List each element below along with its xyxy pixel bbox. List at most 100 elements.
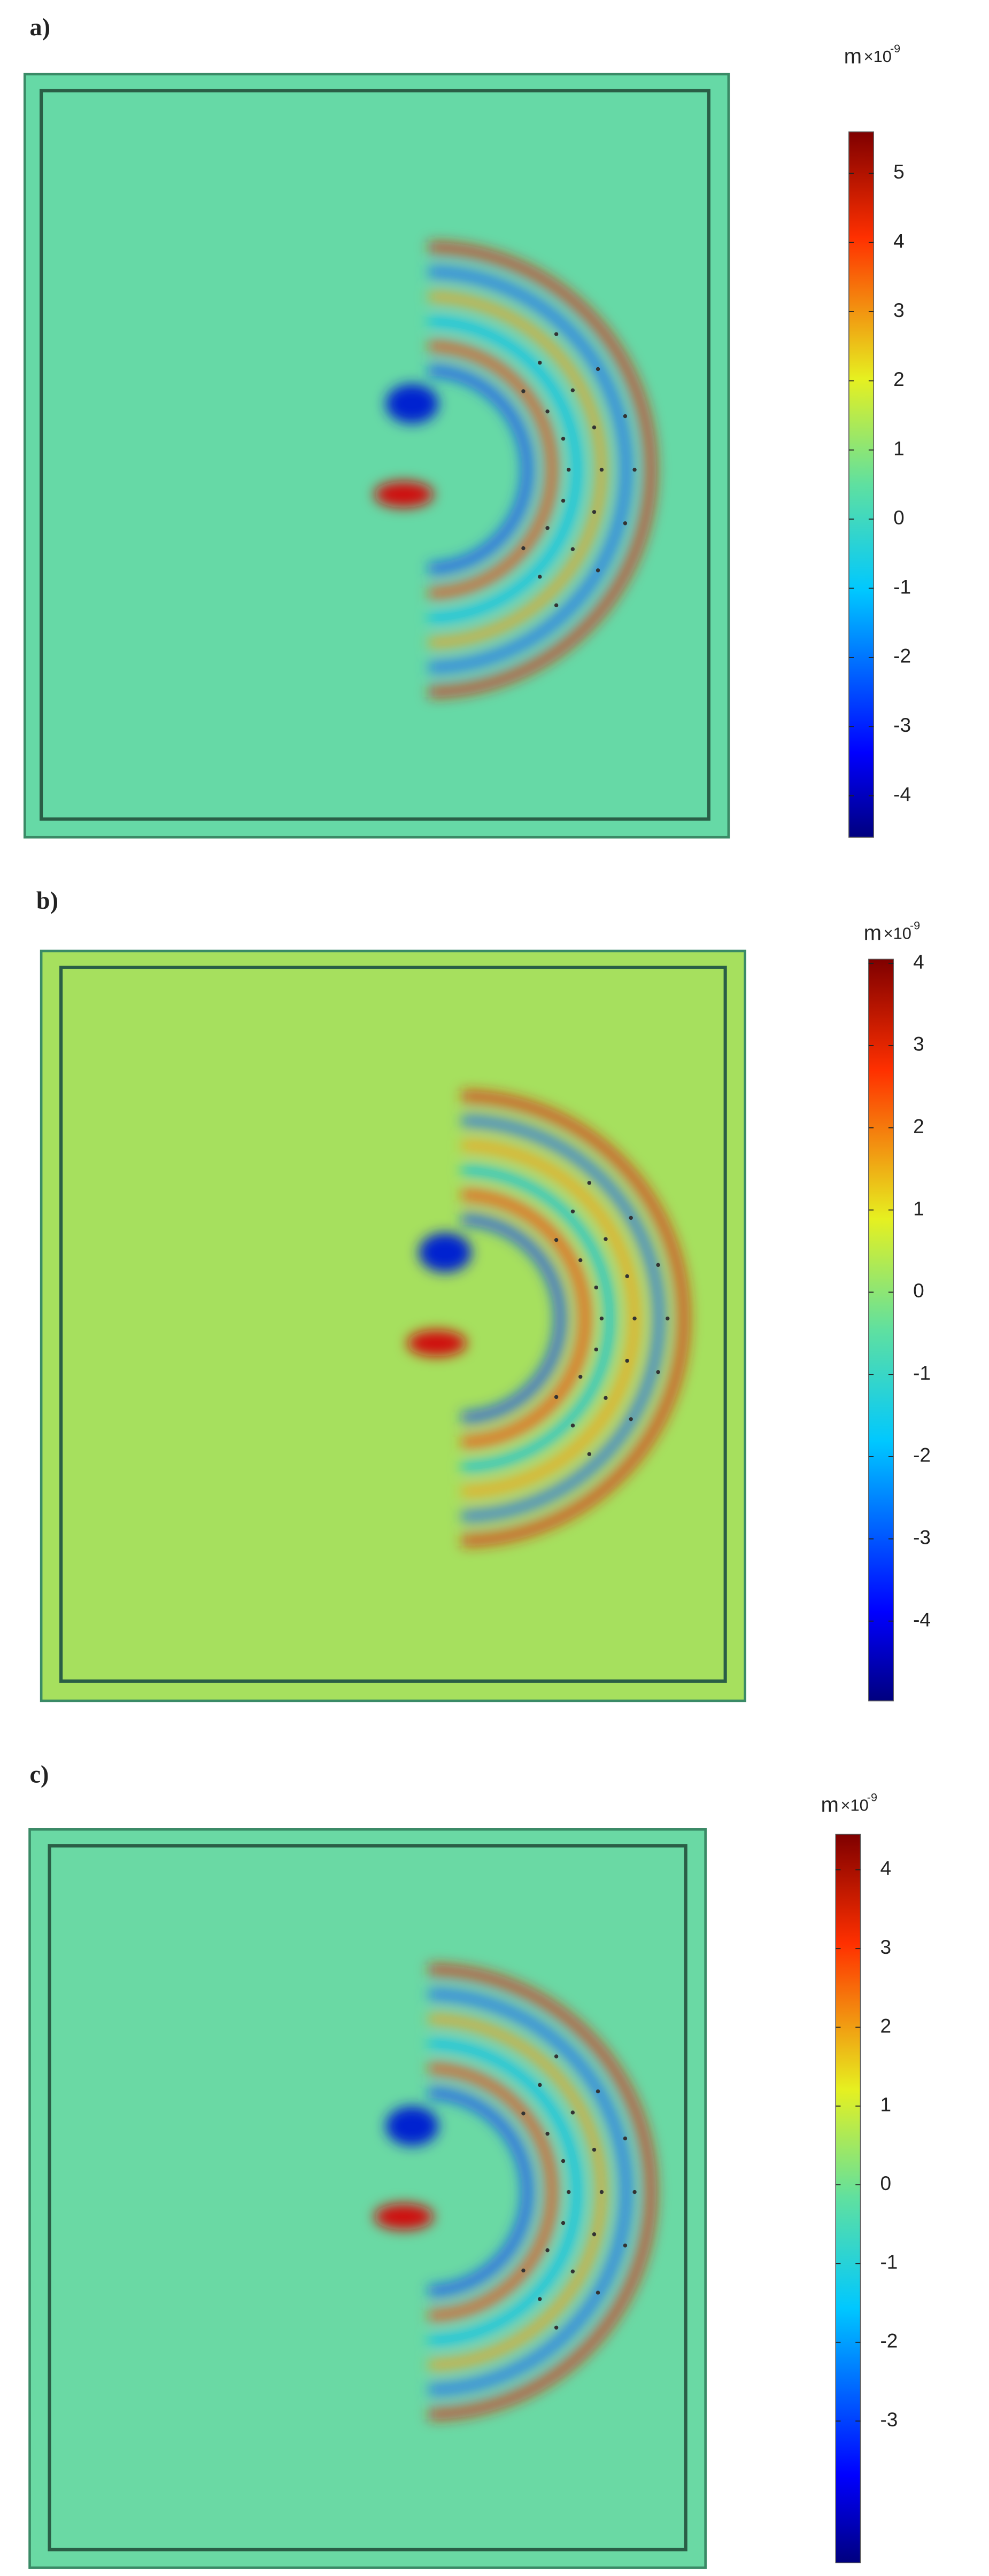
colorbar-tick-label: -3 xyxy=(913,1527,931,1549)
panel-label: a) xyxy=(30,14,51,41)
sensor-dot xyxy=(521,546,526,551)
sensor-dot xyxy=(561,499,566,503)
sensor-dot xyxy=(587,1181,591,1185)
colorbar-tick-label: -2 xyxy=(913,1444,931,1466)
sensor-dot xyxy=(632,468,637,472)
field-frame xyxy=(28,1828,707,2569)
panel-label: b) xyxy=(36,887,58,915)
colorbar-tick-label: -2 xyxy=(893,645,911,667)
wave-arc xyxy=(428,315,583,624)
sensor-dot xyxy=(545,2131,550,2136)
colorbar-tick-label: 2 xyxy=(893,368,905,390)
sensor-dot xyxy=(545,526,550,530)
wave-arc xyxy=(461,1213,567,1424)
wave-arc xyxy=(428,241,657,698)
colorbar-unit: m xyxy=(864,922,882,945)
colorbar-tick-label: -4 xyxy=(893,783,911,805)
colorbar-tick-label: 0 xyxy=(880,2172,891,2194)
sensor-dot xyxy=(623,2136,628,2141)
colorbar-tick-label: 4 xyxy=(880,1858,891,1879)
field-inner-border xyxy=(40,89,710,821)
sensor-dot xyxy=(567,2190,571,2194)
colorbar-tick-label: -1 xyxy=(880,2251,898,2273)
sensor-dot xyxy=(554,1237,559,1242)
wave-arc xyxy=(461,1189,591,1448)
colorbar-scale: ×10 xyxy=(884,924,911,942)
colorbar xyxy=(848,131,874,838)
colorbar-tick-label: 3 xyxy=(893,299,905,321)
colorbar-tick-label: 0 xyxy=(913,1280,924,1302)
sensor-dot xyxy=(570,388,575,392)
colorbar-tick-label: -3 xyxy=(893,714,911,736)
sensor-dot xyxy=(596,2291,600,2295)
sensor-dot xyxy=(521,2268,526,2273)
colorbar-tick-label: 4 xyxy=(913,951,924,973)
sensor-dot xyxy=(578,1374,583,1379)
colorbar-tick-label: -1 xyxy=(893,576,911,598)
sensor-dot xyxy=(629,1417,633,1421)
sensor-dot xyxy=(570,2110,575,2115)
colorbar-unit: m xyxy=(821,1793,838,1817)
sensor-dot xyxy=(554,2054,559,2059)
wave-arc xyxy=(428,365,534,575)
colorbar-exponent: -9 xyxy=(890,42,900,55)
sensor-dot xyxy=(596,2089,600,2094)
wave-arc xyxy=(428,266,632,674)
sensor-dot xyxy=(666,1316,670,1321)
wave-pattern xyxy=(407,1090,690,1547)
sensor-dot xyxy=(604,1396,608,1400)
panel-label: c) xyxy=(30,1761,49,1788)
sensor-dot xyxy=(594,1285,598,1290)
sensor-dot xyxy=(570,1209,575,1213)
sensor-dot xyxy=(538,575,542,579)
sensor-dot xyxy=(570,1424,575,1428)
sensor-dot xyxy=(592,2232,597,2237)
colorbar-tick-label: -4 xyxy=(913,1608,931,1630)
sensor-dot xyxy=(570,547,575,552)
wave-arc xyxy=(428,2087,534,2297)
sensor-dot xyxy=(625,1358,629,1363)
colorbar-tick-label: 2 xyxy=(880,2015,891,2037)
sensor-dot xyxy=(599,2190,604,2194)
sensor-dot xyxy=(596,568,600,573)
sensor-dot xyxy=(554,603,559,608)
sensor-dot xyxy=(521,389,526,393)
wave-arc xyxy=(461,1115,666,1522)
cold-spot xyxy=(385,384,439,424)
wave-arc xyxy=(428,1988,632,2396)
sensor-dot xyxy=(561,2159,566,2163)
cold-spot xyxy=(419,1233,472,1273)
sensor-dot xyxy=(545,2248,550,2253)
sensor-dot xyxy=(538,360,542,365)
wave-arc xyxy=(428,1963,657,2420)
field-inner-border xyxy=(48,1844,687,2551)
wave-arc xyxy=(428,2038,583,2346)
colorbar-tick-label: -2 xyxy=(880,2330,898,2352)
colorbar-exponent: -9 xyxy=(910,918,920,932)
sensor-dot xyxy=(538,2083,542,2087)
colorbar-tick-label: 3 xyxy=(880,1936,891,1958)
colorbar-unit: m xyxy=(844,45,862,68)
sensor-dot xyxy=(594,1347,598,1352)
field-frame xyxy=(40,949,746,1703)
colorbar-tick-label: 3 xyxy=(913,1033,924,1055)
sensor-dot xyxy=(554,1395,559,1399)
sensor-dot xyxy=(596,367,600,372)
sensor-dot xyxy=(554,332,559,336)
sensor-dot xyxy=(592,510,597,514)
colorbar-exponent: -9 xyxy=(867,1790,877,1804)
colorbar-tick-label: -3 xyxy=(880,2409,898,2431)
sensor-dot xyxy=(538,2297,542,2301)
colorbar-scale: ×10 xyxy=(840,1796,868,1814)
colorbar xyxy=(868,958,894,1701)
hot-spot xyxy=(374,481,434,508)
sensor-dot xyxy=(656,1263,660,1267)
hot-spot xyxy=(407,1330,467,1357)
colorbar-tick-label: 0 xyxy=(893,507,905,529)
sensor-dot xyxy=(623,2244,628,2248)
colorbar xyxy=(835,1834,861,2564)
colorbar-tick-label: 5 xyxy=(893,161,905,183)
colorbar-tick-label: 1 xyxy=(913,1197,924,1219)
